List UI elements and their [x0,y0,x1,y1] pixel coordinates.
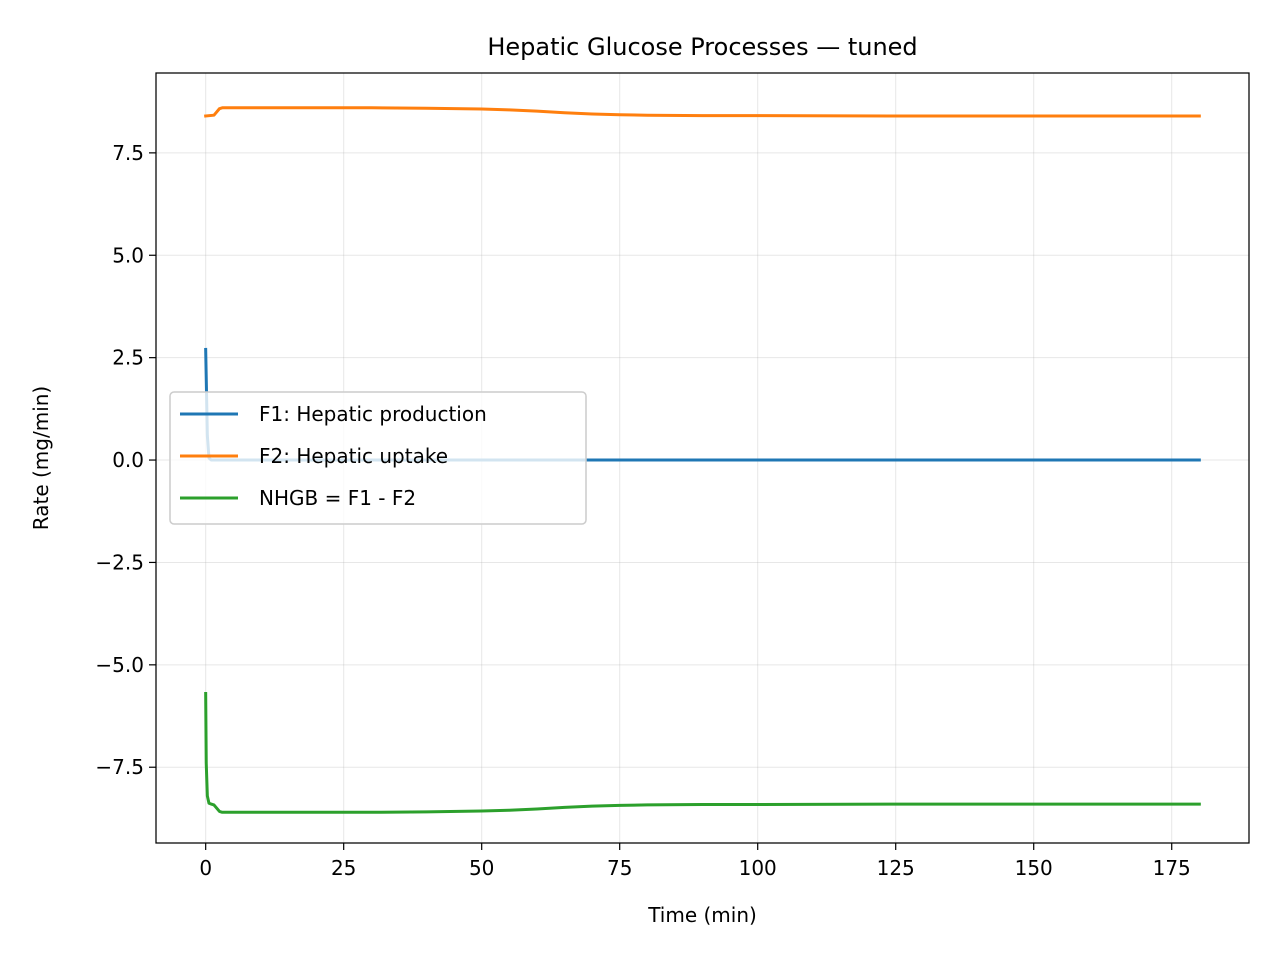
series-line-3 [204,691,1201,814]
x-tick-label: 75 [607,856,632,880]
chart-title: Hepatic Glucose Processes — tuned [487,33,917,61]
legend-label-2: F2: Hepatic uptake [259,444,448,468]
y-tick-label: −7.5 [95,755,144,779]
x-tick-label: 0 [199,856,212,880]
grid [156,73,1249,843]
legend: F1: Hepatic production F2: Hepatic uptake… [169,391,587,525]
axis-ticks: 0 25 50 75 100 125 150 175 −7.5 −5.0 −2.5 0.0 2.5 5.0… [95,141,1190,880]
y-tick-label: 2.5 [112,346,144,370]
x-tick-label: 50 [469,856,494,880]
y-tick-label: 5.0 [112,243,144,267]
legend-label-1: F1: Hepatic production [259,402,487,426]
y-tick-label: −2.5 [95,550,144,574]
x-tick-label: 25 [331,856,356,880]
x-tick-label: 125 [877,856,915,880]
y-tick-label: −5.0 [95,653,144,677]
x-axis-label: Time (min) [647,903,757,927]
x-tick-label: 100 [739,856,777,880]
legend-box [169,391,587,525]
x-tick-label: 150 [1015,856,1053,880]
y-tick-label: 0.0 [112,448,144,472]
series-line-2 [204,106,1201,118]
y-tick-label: 7.5 [112,141,144,165]
y-axis-label: Rate (mg/min) [29,386,53,530]
plot-frame [155,72,1250,844]
x-tick-label: 175 [1153,856,1191,880]
legend-label-3: NHGB = F1 - F2 [259,486,416,510]
